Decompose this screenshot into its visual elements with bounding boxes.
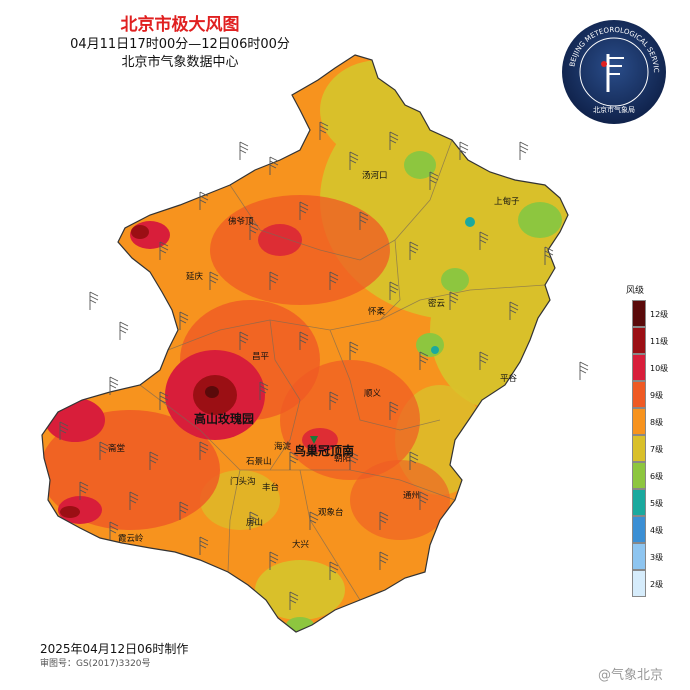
place-label: 密云 [428,298,446,309]
place-label: 延庆 [186,271,204,282]
legend-level-label: 3级 [650,553,664,562]
map-subtitle: 04月11日17时00分—12日06时00分 [70,37,290,52]
weibo-watermark: @气象北京 [598,668,664,683]
legend-level-label: 4级 [650,526,664,535]
highlight-stations: 高山玫瑰园 鸟巢冠顶南 [194,411,354,458]
place-label: 大兴 [292,539,310,550]
legend-level-label: 2级 [650,580,664,589]
station-niaochao-label: 鸟巢冠顶南 [294,443,354,458]
legend-swatch [632,435,646,462]
place-label: 房山 [246,517,263,528]
legend-title: 风级 [626,286,645,296]
legend-swatch [632,543,646,570]
place-label: 观象台 [318,507,344,518]
place-label: 朝阳 [334,454,351,464]
legend-swatch [632,327,646,354]
legend-swatch [632,381,646,408]
meteorological-service-logo: BEIJING METEOROLOGICAL SERVICE 北京市气象局 [560,18,666,124]
legend-swatch [632,570,646,597]
legend-swatch [632,300,646,327]
production-date: 2025年04月12日06时制作 [40,642,189,656]
place-label: 上甸子 [494,196,520,207]
place-label: 石景山 [246,456,272,467]
district-boundaries [139,139,546,601]
place-label: 斋堂 [108,443,125,454]
legend-level-label: 11级 [650,337,669,346]
wind-level-legend [632,300,646,597]
legend-swatch [632,462,646,489]
legend-swatch [632,408,646,435]
legend-level-label: 12级 [650,310,669,319]
place-label: 海淀 [274,441,292,452]
legend-swatch [632,354,646,381]
place-label: 顺义 [364,389,382,399]
station-triangle-icon [310,436,318,444]
title-block: 北京市极大风图 04月11日17时00分—12日06时00分 北京市气象数据中心 [0,14,360,72]
place-label: 霞云岭 [118,533,144,544]
place-label: 怀柔 [368,306,386,317]
logo-bottom-text: 北京市气象局 [593,105,635,114]
legend-swatch [632,516,646,543]
legend-swatch [632,489,646,516]
station-gaoshan-label: 高山玫瑰园 [194,411,254,426]
place-label: 佛爷顶 [228,216,254,227]
legend-level-label: 7级 [650,445,664,454]
legend-level-label: 10级 [650,364,669,373]
place-label: 平谷 [500,374,518,384]
map-approval-number: 审图号：GS(2017)3320号 [40,659,151,669]
place-label: 汤河口 [362,170,388,181]
place-label: 门头沟 [230,476,256,487]
place-label: 通州 [403,490,420,501]
place-label: 昌平 [252,352,270,362]
legend-level-label: 8级 [650,418,664,427]
map-source: 北京市气象数据中心 [121,55,239,70]
map-title: 北京市极大风图 [120,15,240,35]
place-labels: 汤河口 上甸子 佛爷顶 延庆 怀柔 密云 昌平 平谷 顺义 斋堂 海淀 石景山 … [108,170,520,550]
legend-level-label: 9级 [650,391,664,400]
place-label: 丰台 [262,482,279,493]
legend-level-label: 5级 [650,499,664,508]
legend-level-label: 6级 [650,472,664,481]
